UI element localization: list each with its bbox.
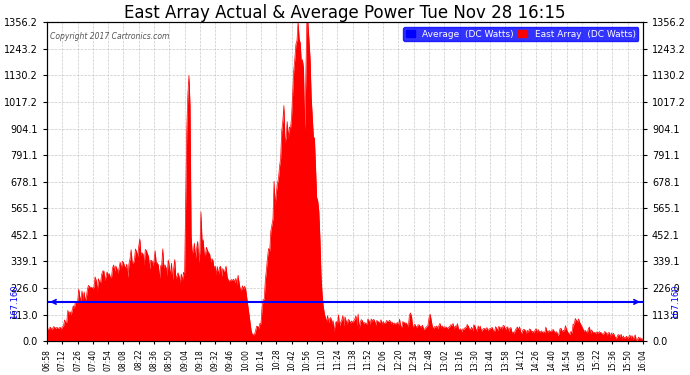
Title: East Array Actual & Average Power Tue Nov 28 16:15: East Array Actual & Average Power Tue No…	[124, 4, 566, 22]
Text: 167.160: 167.160	[671, 285, 680, 319]
Text: 167.160: 167.160	[10, 285, 19, 319]
Text: Copyright 2017 Cartronics.com: Copyright 2017 Cartronics.com	[50, 32, 170, 41]
Legend: Average  (DC Watts), East Array  (DC Watts): Average (DC Watts), East Array (DC Watts…	[404, 27, 638, 41]
